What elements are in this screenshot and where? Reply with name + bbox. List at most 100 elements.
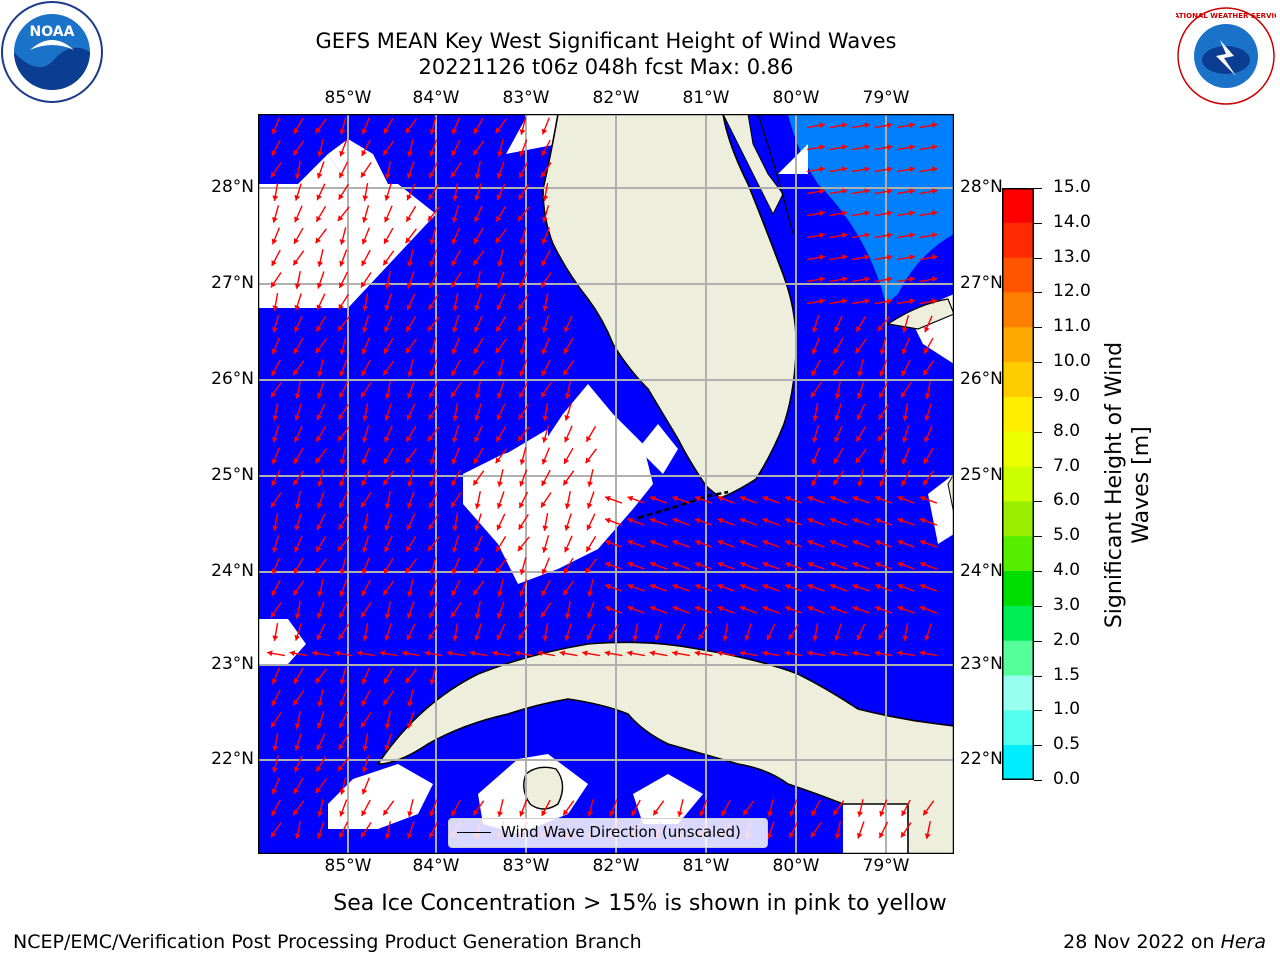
wave-direction-arrow — [429, 249, 438, 267]
wave-direction-arrow — [428, 491, 439, 509]
wave-direction-arrow — [270, 382, 282, 398]
wave-direction-arrow — [829, 210, 848, 217]
wave-direction-arrow — [649, 539, 668, 548]
wave-direction-arrow — [497, 579, 504, 597]
wave-direction-arrow — [496, 381, 505, 399]
wave-direction-arrow — [361, 249, 371, 267]
wave-direction-arrow — [362, 183, 369, 201]
colorbar-segment — [1002, 640, 1034, 677]
wave-direction-arrow — [428, 624, 439, 640]
wave-direction-arrow — [271, 337, 281, 355]
wave-direction-arrow — [497, 469, 504, 487]
wave-direction-arrow — [897, 210, 915, 217]
wave-direction-arrow — [807, 517, 825, 526]
wave-direction-arrow — [604, 495, 623, 504]
lat-tick-label: 23°N — [211, 654, 254, 674]
wave-direction-arrow — [384, 711, 391, 729]
wave-direction-arrow — [428, 381, 439, 399]
wave-direction-arrow — [902, 623, 909, 641]
wave-direction-arrow — [542, 623, 549, 641]
wave-direction-arrow — [271, 249, 281, 267]
wave-direction-arrow — [789, 799, 798, 817]
wave-direction-arrow — [294, 711, 301, 729]
wave-direction-arrow — [717, 650, 735, 657]
wave-direction-arrow — [924, 315, 933, 333]
wave-direction-arrow — [383, 557, 394, 575]
wave-direction-arrow — [542, 513, 549, 531]
wave-direction-arrow — [384, 183, 392, 201]
wave-direction-arrow — [451, 447, 461, 465]
colorbar-tick-label: 5.0 — [1053, 525, 1081, 546]
wave-direction-arrow — [406, 271, 415, 289]
wave-direction-arrow — [339, 117, 347, 135]
colorbar-tick-mark — [1034, 536, 1042, 538]
colorbar-segment — [1002, 431, 1034, 468]
wave-direction-arrow — [384, 491, 391, 509]
lon-tick-label: 83°W — [502, 856, 550, 876]
wave-direction-arrow — [361, 799, 371, 817]
wave-direction-arrow — [901, 359, 911, 377]
wave-direction-arrow — [852, 188, 870, 195]
wave-direction-arrow — [627, 650, 645, 657]
wave-direction-arrow — [427, 536, 440, 552]
wave-direction-arrow — [495, 535, 507, 553]
wave-direction-arrow — [902, 315, 910, 333]
wave-direction-arrow — [923, 447, 934, 465]
wave-direction-arrow — [405, 425, 417, 443]
wave-direction-arrow — [609, 799, 618, 817]
wave-direction-arrow — [361, 227, 371, 245]
masked-areas — [258, 114, 954, 854]
wave-direction-arrow — [784, 583, 803, 592]
wave-direction-arrow — [315, 668, 327, 684]
wave-direction-arrow — [834, 821, 841, 839]
wave-direction-arrow — [852, 517, 870, 526]
wave-direction-arrow — [654, 623, 662, 641]
wave-direction-arrow — [874, 144, 893, 151]
wave-direction-arrow — [270, 822, 282, 838]
wave-direction-arrow — [429, 469, 438, 487]
wave-direction-arrow — [564, 601, 571, 619]
wave-direction-arrow — [450, 492, 462, 508]
wave-direction-arrow — [271, 359, 281, 377]
wave-direction-arrow — [919, 650, 938, 657]
wave-direction-arrow — [451, 139, 461, 157]
wave-direction-arrow — [807, 276, 825, 283]
wind-wave-arrows — [267, 117, 938, 839]
wave-direction-arrow — [272, 293, 279, 311]
colorbar-tick-mark — [1034, 466, 1042, 468]
wave-direction-arrow — [407, 469, 414, 487]
wave-direction-arrow — [564, 491, 571, 509]
wave-direction-arrow — [361, 777, 371, 795]
wave-direction-arrow — [901, 469, 911, 487]
wave-direction-arrow — [919, 232, 938, 239]
wave-direction-arrow — [900, 382, 912, 398]
wave-direction-arrow — [519, 469, 528, 487]
wave-direction-arrow — [294, 733, 302, 751]
wave-direction-arrow — [338, 821, 349, 839]
wave-direction-arrow — [807, 561, 825, 570]
wave-direction-arrow — [362, 623, 369, 641]
wave-direction-arrow — [766, 821, 775, 839]
wave-direction-arrow — [427, 316, 440, 332]
wave-direction-arrow — [649, 650, 668, 657]
wave-direction-arrow — [919, 495, 938, 504]
wave-direction-arrow — [407, 359, 414, 377]
wave-direction-arrow — [919, 210, 938, 217]
wave-direction-arrow — [694, 517, 713, 526]
noaa-logo: NOAA — [0, 0, 104, 104]
wave-direction-arrow — [829, 298, 848, 305]
wave-direction-arrow — [316, 403, 326, 421]
wave-direction-arrow — [337, 536, 350, 552]
wave-direction-arrow — [271, 469, 281, 487]
wave-direction-arrow — [473, 447, 484, 465]
land-cuba — [376, 641, 954, 854]
wave-direction-arrow — [811, 359, 821, 377]
wave-direction-arrow — [496, 491, 505, 509]
wave-direction-arrow — [901, 447, 911, 465]
colorbar-tick-label: 2.0 — [1053, 629, 1081, 650]
wave-direction-arrow — [694, 583, 713, 592]
wave-direction-arrow — [429, 447, 437, 465]
wave-direction-arrow — [856, 623, 866, 641]
wave-direction-arrow — [694, 561, 713, 570]
wave-direction-arrow — [382, 470, 395, 486]
